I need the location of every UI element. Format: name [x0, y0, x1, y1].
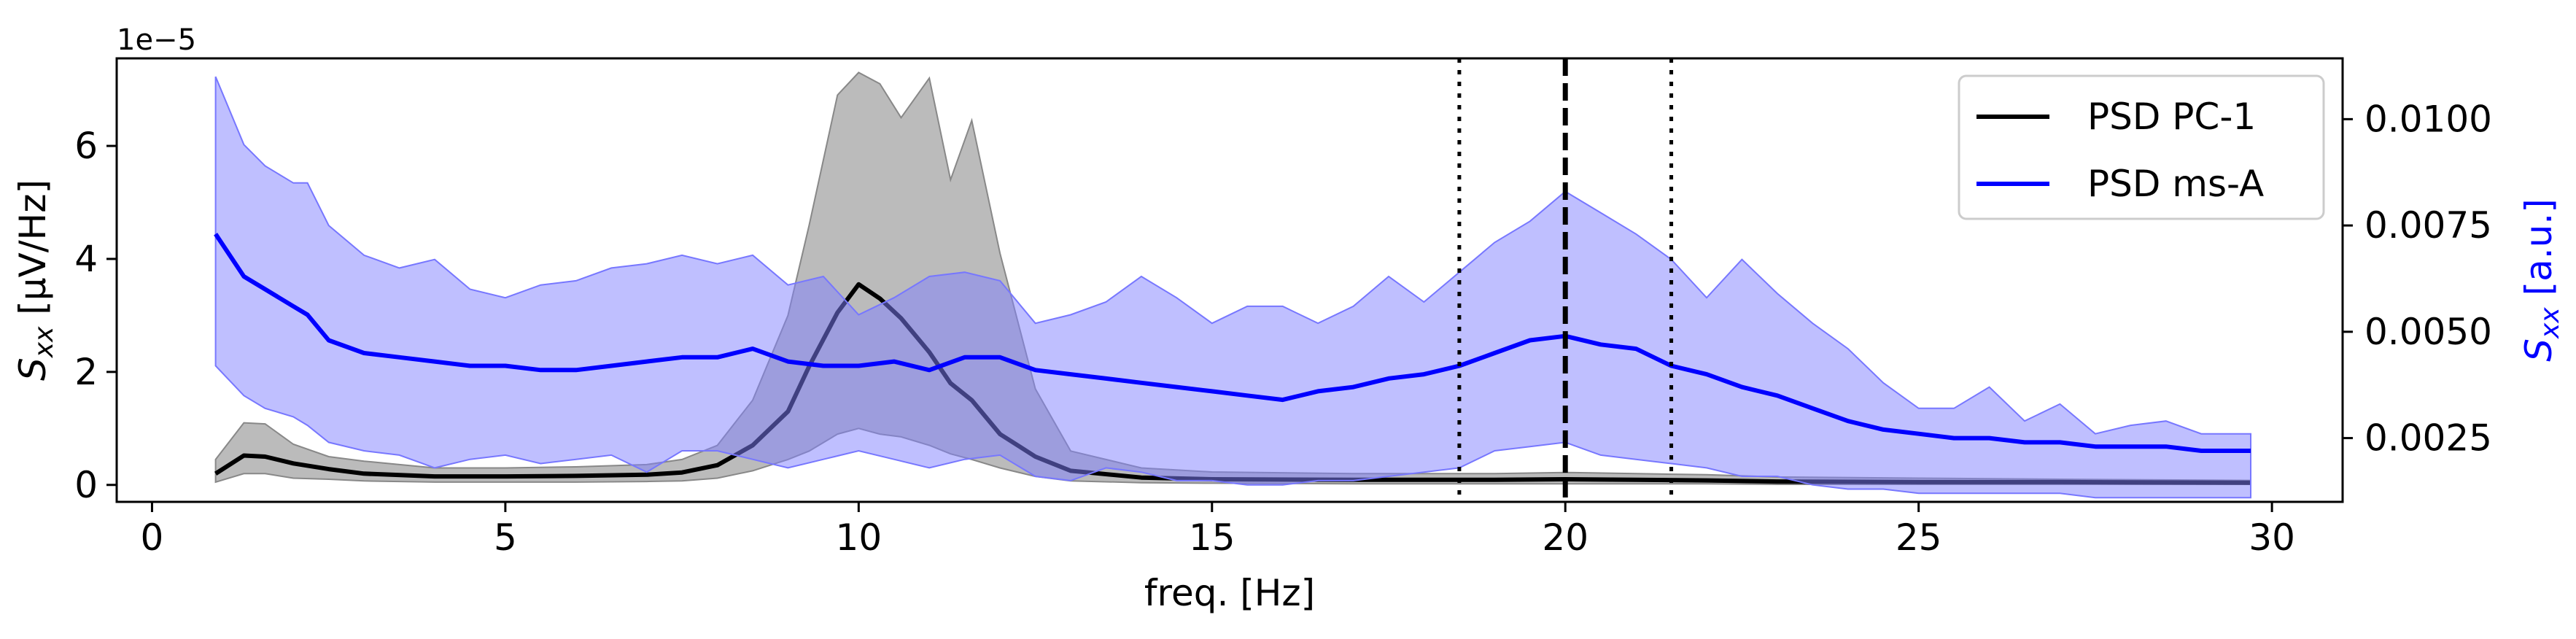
legend-label-0: PSD PC-1: [2087, 96, 2256, 138]
x-tick-label: 30: [2249, 516, 2295, 559]
y-right-tick-label: 0.0075: [2364, 204, 2492, 247]
y-left-tick-label: 4: [74, 238, 98, 280]
legend-label-1: PSD ms-A: [2087, 163, 2264, 205]
plot-area: [214, 58, 2251, 502]
y-right-tick-label: 0.0025: [2364, 417, 2492, 460]
left-axis-offset-text: 1e−5: [117, 23, 196, 57]
x-tick-label: 10: [836, 516, 882, 559]
y-right-axis-label: Sxx [a.u.]: [2518, 198, 2565, 361]
x-tick-label: 15: [1189, 516, 1235, 559]
x-tick-label: 20: [1542, 516, 1588, 559]
y-left-axis-label: Sxx [μV/Hz]: [12, 179, 59, 381]
x-tick-label: 0: [141, 516, 164, 559]
y-left-tick-label: 6: [74, 125, 98, 167]
plot-clip-group: [214, 58, 2251, 502]
legend-box: [1958, 74, 2325, 220]
x-tick-label: 25: [1896, 516, 1942, 559]
y-right-tick-label: 0.0050: [2364, 311, 2492, 353]
legend: PSD PC-1 PSD ms-A: [1958, 74, 2325, 220]
y-left-tick-label: 0: [74, 464, 98, 506]
x-tick-label: 5: [494, 516, 517, 559]
x-axis-label: freq. [Hz]: [1144, 572, 1315, 614]
y-left-tick-label: 2: [74, 351, 98, 393]
axes: 0 5 10 15 20 25 30 0 2 4 6 0.0025 0.0050 0.0075 0.0100…: [12, 23, 2565, 614]
y-right-tick-label: 0.0100: [2364, 98, 2492, 140]
msa-line: [214, 233, 2251, 453]
msa-band: [214, 76, 2251, 499]
axes-frame: [115, 57, 2344, 503]
